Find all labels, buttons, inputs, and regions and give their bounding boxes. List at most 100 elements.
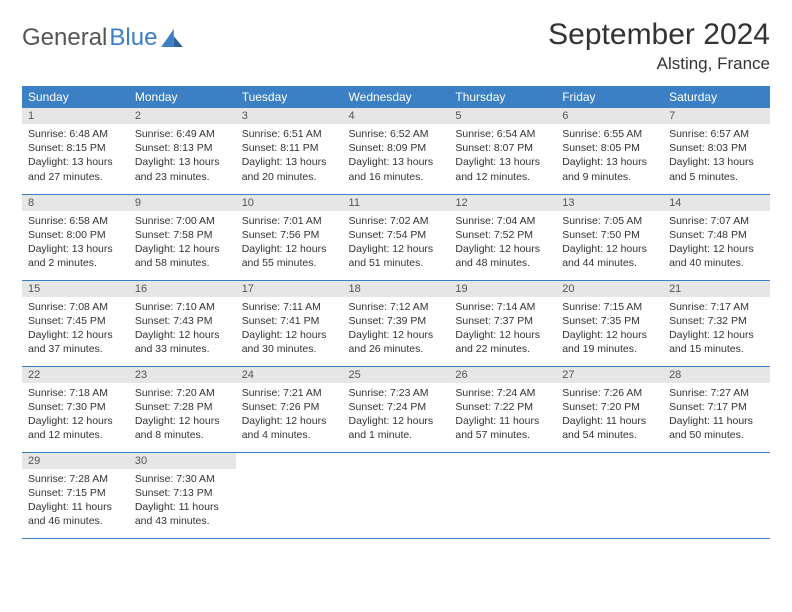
calendar-header-row: SundayMondayTuesdayWednesdayThursdayFrid… (22, 86, 770, 108)
calendar-cell: 17Sunrise: 7:11 AMSunset: 7:41 PMDayligh… (236, 280, 343, 366)
day-body: Sunrise: 7:18 AMSunset: 7:30 PMDaylight:… (22, 383, 129, 447)
day-body: Sunrise: 7:00 AMSunset: 7:58 PMDaylight:… (129, 211, 236, 275)
daylight-line: Daylight: 13 hours and 20 minutes. (242, 155, 337, 183)
day-number: 13 (556, 195, 663, 211)
sunset-line: Sunset: 7:17 PM (669, 400, 764, 414)
daylight-line: Daylight: 13 hours and 23 minutes. (135, 155, 230, 183)
sunset-line: Sunset: 7:22 PM (455, 400, 550, 414)
sunset-line: Sunset: 7:32 PM (669, 314, 764, 328)
daylight-line: Daylight: 13 hours and 5 minutes. (669, 155, 764, 183)
calendar-cell: 20Sunrise: 7:15 AMSunset: 7:35 PMDayligh… (556, 280, 663, 366)
daylight-line: Daylight: 12 hours and 8 minutes. (135, 414, 230, 442)
daylight-line: Daylight: 12 hours and 19 minutes. (562, 328, 657, 356)
sunrise-line: Sunrise: 7:10 AM (135, 300, 230, 314)
day-number: 2 (129, 108, 236, 124)
calendar-cell: 21Sunrise: 7:17 AMSunset: 7:32 PMDayligh… (663, 280, 770, 366)
day-body: Sunrise: 7:10 AMSunset: 7:43 PMDaylight:… (129, 297, 236, 361)
sunrise-line: Sunrise: 6:58 AM (28, 214, 123, 228)
daylight-line: Daylight: 11 hours and 54 minutes. (562, 414, 657, 442)
calendar-cell: 6Sunrise: 6:55 AMSunset: 8:05 PMDaylight… (556, 108, 663, 194)
calendar-cell: 30Sunrise: 7:30 AMSunset: 7:13 PMDayligh… (129, 452, 236, 538)
sunrise-line: Sunrise: 7:27 AM (669, 386, 764, 400)
calendar-week-row: 22Sunrise: 7:18 AMSunset: 7:30 PMDayligh… (22, 366, 770, 452)
day-body: Sunrise: 7:01 AMSunset: 7:56 PMDaylight:… (236, 211, 343, 275)
daylight-line: Daylight: 13 hours and 2 minutes. (28, 242, 123, 270)
sunrise-line: Sunrise: 7:05 AM (562, 214, 657, 228)
sunset-line: Sunset: 8:00 PM (28, 228, 123, 242)
sunset-line: Sunset: 7:26 PM (242, 400, 337, 414)
day-body: Sunrise: 7:05 AMSunset: 7:50 PMDaylight:… (556, 211, 663, 275)
sunrise-line: Sunrise: 7:15 AM (562, 300, 657, 314)
sunrise-line: Sunrise: 7:04 AM (455, 214, 550, 228)
sunset-line: Sunset: 7:35 PM (562, 314, 657, 328)
title-block: September 2024 Alsting, France (548, 18, 770, 74)
sunset-line: Sunset: 8:15 PM (28, 141, 123, 155)
sunset-line: Sunset: 7:41 PM (242, 314, 337, 328)
calendar-cell: 18Sunrise: 7:12 AMSunset: 7:39 PMDayligh… (343, 280, 450, 366)
sunset-line: Sunset: 7:48 PM (669, 228, 764, 242)
day-number: 7 (663, 108, 770, 124)
day-number: 28 (663, 367, 770, 383)
daylight-line: Daylight: 11 hours and 50 minutes. (669, 414, 764, 442)
sunrise-line: Sunrise: 6:48 AM (28, 127, 123, 141)
weekday-header: Sunday (22, 86, 129, 108)
day-number: 27 (556, 367, 663, 383)
sunset-line: Sunset: 8:09 PM (349, 141, 444, 155)
daylight-line: Daylight: 12 hours and 1 minute. (349, 414, 444, 442)
brand-part2: Blue (109, 24, 157, 52)
daylight-line: Daylight: 12 hours and 12 minutes. (28, 414, 123, 442)
sunrise-line: Sunrise: 6:52 AM (349, 127, 444, 141)
day-number: 16 (129, 281, 236, 297)
daylight-line: Daylight: 13 hours and 12 minutes. (455, 155, 550, 183)
day-number: 15 (22, 281, 129, 297)
sunrise-line: Sunrise: 7:07 AM (669, 214, 764, 228)
calendar-cell (236, 452, 343, 538)
daylight-line: Daylight: 12 hours and 33 minutes. (135, 328, 230, 356)
calendar-cell: 16Sunrise: 7:10 AMSunset: 7:43 PMDayligh… (129, 280, 236, 366)
sunrise-line: Sunrise: 7:11 AM (242, 300, 337, 314)
day-body: Sunrise: 7:15 AMSunset: 7:35 PMDaylight:… (556, 297, 663, 361)
calendar-cell: 5Sunrise: 6:54 AMSunset: 8:07 PMDaylight… (449, 108, 556, 194)
sunset-line: Sunset: 7:45 PM (28, 314, 123, 328)
day-body: Sunrise: 6:49 AMSunset: 8:13 PMDaylight:… (129, 124, 236, 188)
day-number: 5 (449, 108, 556, 124)
calendar-cell: 9Sunrise: 7:00 AMSunset: 7:58 PMDaylight… (129, 194, 236, 280)
sunset-line: Sunset: 7:37 PM (455, 314, 550, 328)
sunrise-line: Sunrise: 7:01 AM (242, 214, 337, 228)
daylight-line: Daylight: 12 hours and 55 minutes. (242, 242, 337, 270)
daylight-line: Daylight: 12 hours and 40 minutes. (669, 242, 764, 270)
daylight-line: Daylight: 11 hours and 43 minutes. (135, 500, 230, 528)
sunset-line: Sunset: 8:03 PM (669, 141, 764, 155)
daylight-line: Daylight: 12 hours and 48 minutes. (455, 242, 550, 270)
brand-logo: GeneralBlue (22, 18, 183, 52)
sunset-line: Sunset: 7:54 PM (349, 228, 444, 242)
calendar-cell: 1Sunrise: 6:48 AMSunset: 8:15 PMDaylight… (22, 108, 129, 194)
calendar-cell: 24Sunrise: 7:21 AMSunset: 7:26 PMDayligh… (236, 366, 343, 452)
sunrise-line: Sunrise: 7:08 AM (28, 300, 123, 314)
calendar-cell: 2Sunrise: 6:49 AMSunset: 8:13 PMDaylight… (129, 108, 236, 194)
calendar-cell (449, 452, 556, 538)
calendar-cell (556, 452, 663, 538)
sunset-line: Sunset: 8:07 PM (455, 141, 550, 155)
sunset-line: Sunset: 7:56 PM (242, 228, 337, 242)
day-body: Sunrise: 7:20 AMSunset: 7:28 PMDaylight:… (129, 383, 236, 447)
day-number: 17 (236, 281, 343, 297)
day-number: 6 (556, 108, 663, 124)
daylight-line: Daylight: 12 hours and 44 minutes. (562, 242, 657, 270)
sunset-line: Sunset: 8:11 PM (242, 141, 337, 155)
sunrise-line: Sunrise: 6:51 AM (242, 127, 337, 141)
calendar-cell (663, 452, 770, 538)
weekday-header: Wednesday (343, 86, 450, 108)
day-body: Sunrise: 7:04 AMSunset: 7:52 PMDaylight:… (449, 211, 556, 275)
calendar-week-row: 1Sunrise: 6:48 AMSunset: 8:15 PMDaylight… (22, 108, 770, 194)
day-number: 19 (449, 281, 556, 297)
weekday-header: Saturday (663, 86, 770, 108)
day-number: 10 (236, 195, 343, 211)
daylight-line: Daylight: 11 hours and 46 minutes. (28, 500, 123, 528)
day-body: Sunrise: 6:54 AMSunset: 8:07 PMDaylight:… (449, 124, 556, 188)
calendar-cell: 29Sunrise: 7:28 AMSunset: 7:15 PMDayligh… (22, 452, 129, 538)
sunrise-line: Sunrise: 7:28 AM (28, 472, 123, 486)
day-body: Sunrise: 7:11 AMSunset: 7:41 PMDaylight:… (236, 297, 343, 361)
day-number: 3 (236, 108, 343, 124)
day-body: Sunrise: 6:52 AMSunset: 8:09 PMDaylight:… (343, 124, 450, 188)
